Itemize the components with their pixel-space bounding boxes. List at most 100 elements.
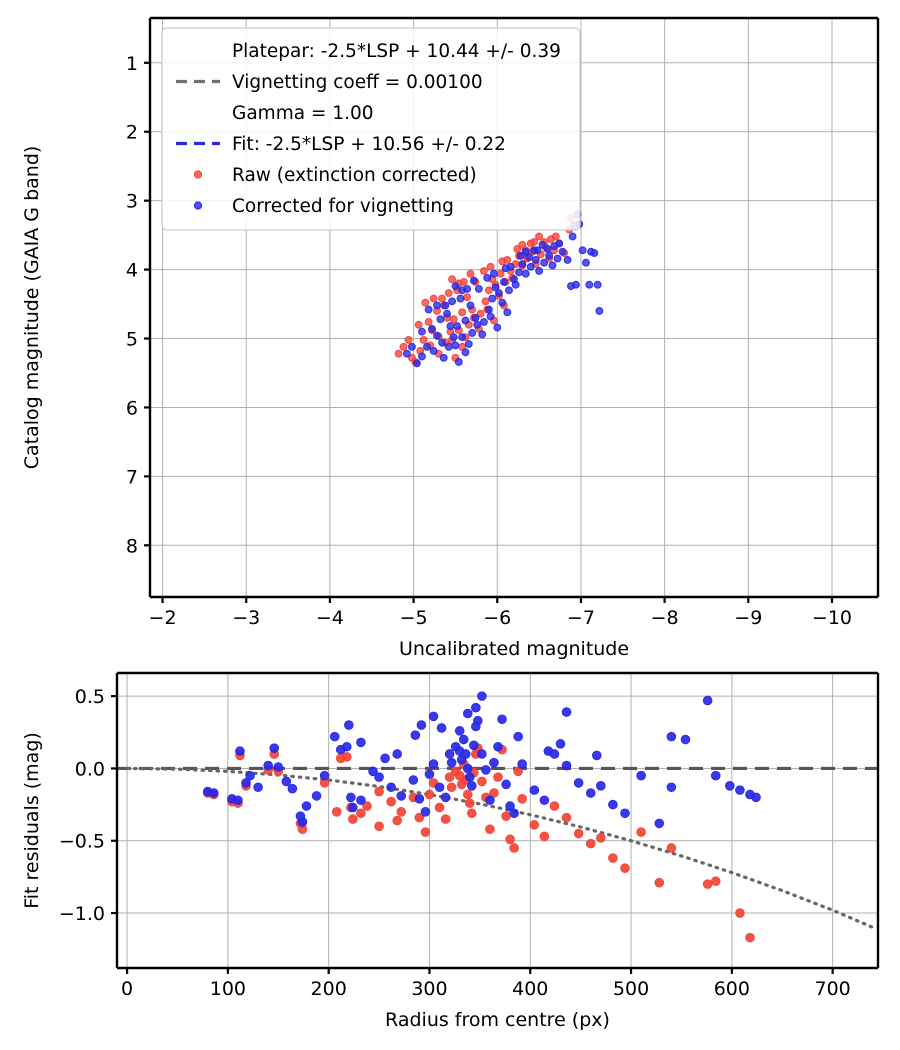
data-point [745, 932, 755, 943]
data-point [454, 726, 465, 736]
data-point [585, 788, 596, 798]
data-point [539, 795, 550, 806]
tick-marks: −2 −3 −4 −5 −6 −7 −8 −9 −10 1 2 3 4 5 6 7 8 [126, 53, 852, 629]
data-point [555, 739, 566, 749]
legend-entry-label: Gamma = 1.00 [232, 103, 374, 124]
data-point [208, 788, 219, 798]
axis-spines [148, 16, 880, 599]
data-point [563, 255, 572, 264]
data-point [329, 731, 340, 742]
data-point [505, 286, 513, 295]
axes-fit-residuals: 0 100 200 300 400 500 600 700 0.5 0.0 −0.5 −1.0 Radi… [21, 671, 880, 1031]
data-point [501, 779, 511, 790]
data-point [484, 305, 493, 314]
data-point [549, 801, 560, 811]
data-point [543, 244, 552, 253]
data-point [386, 782, 396, 793]
data-point [573, 778, 584, 788]
data-point [438, 294, 446, 303]
data-point [414, 812, 425, 823]
data-point [509, 808, 519, 819]
data-point [517, 794, 527, 804]
data-point [428, 759, 439, 769]
data-point [414, 794, 425, 804]
data-point [546, 235, 555, 244]
legend-entry-label: Fit: -2.5*LSP + 10.56 +/- 0.22 [232, 134, 506, 155]
x-axis-label: Uncalibrated magnitude [399, 638, 629, 660]
data-point [348, 814, 358, 824]
data-point [680, 734, 691, 745]
data-point [521, 269, 530, 278]
data-point [558, 247, 567, 256]
data-point [596, 833, 606, 843]
data-point [440, 814, 451, 824]
data-point [331, 807, 342, 817]
data-point [396, 807, 407, 817]
data-point [462, 708, 473, 719]
x-tick-label: −4 [316, 607, 344, 629]
data-point [374, 821, 384, 832]
data-point [444, 749, 455, 759]
data-point [477, 691, 487, 701]
data-point [458, 333, 467, 342]
data-point [356, 737, 366, 748]
data-point [448, 297, 457, 306]
x-tick-label: 400 [512, 978, 548, 1000]
y-tick-label: 0.5 [75, 686, 105, 708]
data-point [429, 294, 438, 303]
data-point [429, 346, 438, 355]
x-tick-label: 200 [311, 978, 347, 1000]
y-tick-label: 5 [126, 329, 138, 351]
line-fit [150, 1041, 878, 1050]
data-point [440, 792, 451, 803]
data-point [489, 757, 499, 768]
data-point [446, 322, 455, 331]
data-point [636, 770, 646, 781]
y-tick-label: −1.0 [59, 903, 105, 925]
data-point [566, 282, 575, 291]
data-point [424, 769, 435, 780]
data-point [466, 780, 477, 791]
data-point [419, 335, 428, 344]
data-point [462, 789, 473, 800]
data-point [374, 786, 384, 797]
data-point [460, 749, 471, 759]
line-platepar [150, 1032, 878, 1050]
data-point [468, 329, 477, 337]
y-tick-label: 3 [126, 191, 138, 213]
data-point [449, 333, 458, 342]
data-point [441, 301, 450, 310]
x-tick-label: −6 [483, 607, 511, 629]
x-tick-label: 500 [613, 978, 649, 1000]
data-point [578, 246, 587, 255]
x-tick-label: −8 [651, 607, 679, 629]
data-point [241, 778, 251, 788]
data-point [515, 268, 523, 277]
data-point [263, 760, 273, 771]
data-point [481, 297, 490, 306]
data-point [439, 353, 448, 362]
data-point [424, 789, 435, 800]
data-point [666, 843, 677, 853]
data-point [436, 315, 445, 324]
data-point [443, 309, 452, 318]
data-point [438, 338, 446, 347]
data-point [486, 262, 495, 271]
legend-entry-label: Vignetting coeff = 0.00100 [232, 72, 483, 93]
data-point [404, 335, 413, 344]
data-point [399, 342, 408, 351]
data-point [454, 358, 463, 366]
legend-marker-handle [193, 201, 203, 210]
data-point [518, 240, 527, 249]
data-point [444, 342, 453, 351]
axis-spines [115, 671, 880, 970]
data-point [342, 752, 352, 762]
series-2 [202, 691, 761, 829]
data-point [518, 260, 527, 269]
data-point [489, 269, 498, 278]
data-point [493, 741, 503, 752]
data-point [540, 258, 549, 267]
data-point [596, 780, 606, 791]
data-point [348, 802, 358, 813]
